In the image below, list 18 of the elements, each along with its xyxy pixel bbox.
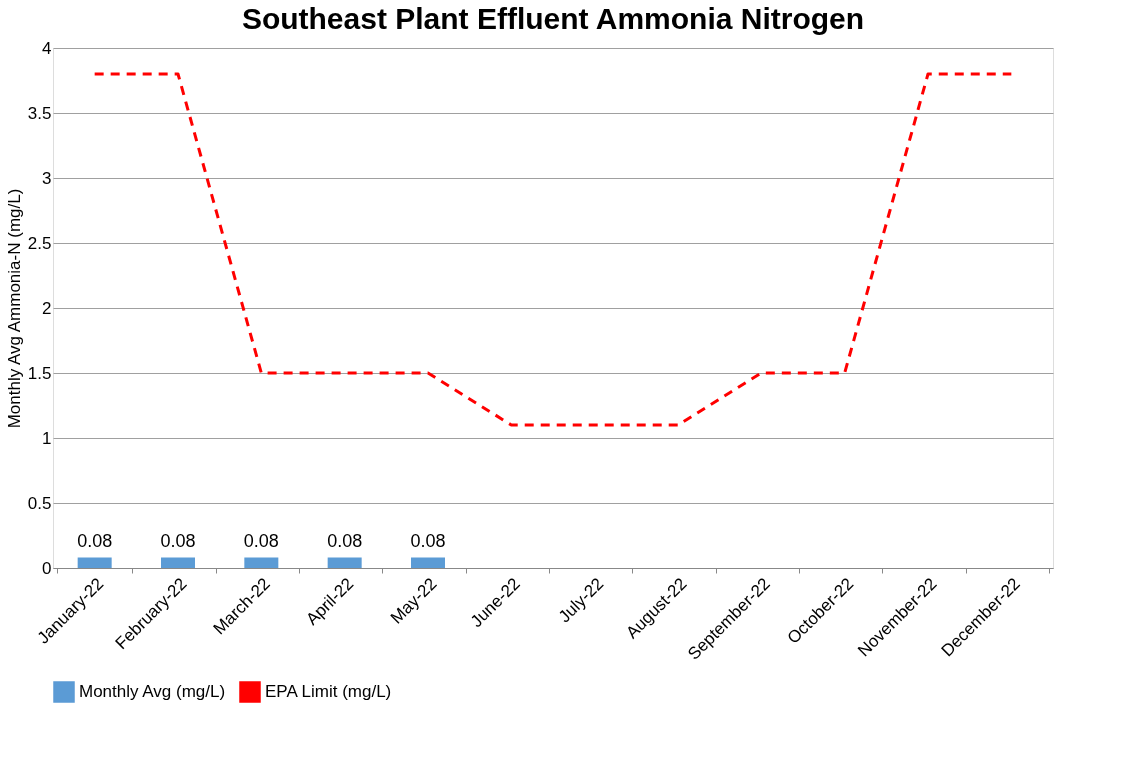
y-tick-label: 0.5 [27,493,52,513]
y-tick-label: 2 [42,298,52,318]
y-axis-title: Monthly Avg Ammonia-N (mg/L) [4,188,24,429]
y-tick-label: 2.5 [27,233,52,253]
data-label: 0.08 [243,530,279,551]
y-tick-label: 0 [42,558,52,578]
chart-title: Southeast Plant Effluent Ammonia Nitrogen [241,2,865,35]
data-label: 0.08 [160,530,196,551]
y-tick-label: 3.5 [27,103,52,123]
data-label: 0.08 [327,530,363,551]
y-tick-label: 3 [42,168,52,188]
y-tick-label: 1 [42,428,52,448]
legend-label: EPA Limit (mg/L) [265,682,392,701]
data-label: 0.08 [77,530,113,551]
y-tick-label: 4 [42,38,52,58]
data-label: 0.08 [410,530,446,551]
legend-label: Monthly Avg (mg/L) [79,682,226,701]
y-tick-label: 1.5 [27,363,52,383]
